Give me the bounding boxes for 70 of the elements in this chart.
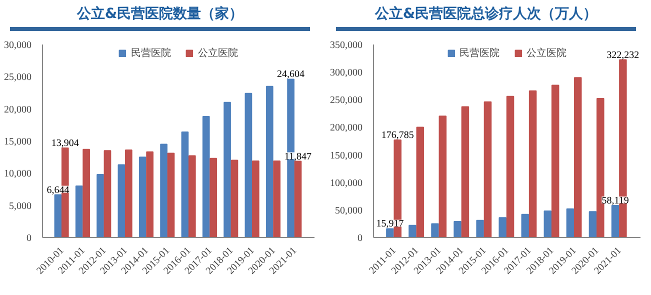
data-label: 13,904 [51,138,79,150]
bar [167,152,175,238]
y-tick-label: 100,000 [330,178,362,189]
bar [438,116,447,238]
bar [75,186,83,238]
bar [544,210,552,238]
bar [431,223,439,238]
y-tick-label: 30,000 [4,40,32,51]
bar [528,90,537,238]
y-tick-label: 20,000 [4,104,32,116]
bar [294,160,302,238]
bar [454,221,462,238]
bar [266,86,274,238]
bar [588,211,597,238]
bar [566,208,574,238]
y-tick-label: 0 [26,233,32,244]
data-label: 24,604 [277,69,305,80]
bar [416,126,424,238]
legend-label: 公立医院 [198,46,238,60]
bar [244,92,252,238]
bar [476,220,484,238]
y-tick-label: 50,000 [335,205,362,216]
y-tick-label: 200,000 [330,122,362,134]
bar [408,224,416,238]
data-label: 15,917 [376,218,404,230]
bar [611,204,620,238]
y-tick-label: 150,000 [330,150,362,162]
bar [118,164,126,238]
y-tick-label: 25,000 [4,72,32,84]
bar [551,84,560,238]
data-label: 322,232 [606,50,640,61]
y-tick-label: 300,000 [330,68,362,79]
bar [54,194,62,238]
bar [160,144,168,238]
data-label: 6,644 [46,184,70,196]
legend-label: 民营医院 [460,46,500,60]
y-tick-label: 350,000 [330,40,362,51]
bar [104,150,112,238]
bar [461,106,470,238]
chart-title: 公立&民营医院数量（家） [76,5,244,23]
bar [224,102,231,238]
chart-title: 公立&民营医院总诊疗人次（万人） [374,5,598,23]
bar [82,148,90,238]
bar [181,131,189,238]
bar [506,96,514,238]
bar [484,101,492,238]
bar [138,156,146,238]
data-label: 58,119 [602,195,629,206]
bar [252,160,260,238]
data-label: 176,785 [381,130,414,142]
y-tick-label: 15,000 [4,136,32,148]
y-tick-label: 5,000 [9,200,32,212]
bar [188,155,196,238]
legend-label: 民营医院 [131,46,171,60]
y-tick-label: 250,000 [330,95,362,106]
legend-label: 公立医院 [526,46,566,60]
bar [574,77,582,238]
bar [386,228,394,238]
data-label: 11,847 [284,151,312,162]
bar [202,116,210,238]
bar [124,150,132,238]
bar [230,160,238,238]
bar [273,160,280,238]
bar [96,174,104,238]
y-tick-label: 10,000 [4,168,32,180]
bar [146,151,154,238]
y-tick-label: 0 [358,233,362,244]
bar [521,214,530,238]
bar [210,158,217,238]
bar [498,217,506,238]
